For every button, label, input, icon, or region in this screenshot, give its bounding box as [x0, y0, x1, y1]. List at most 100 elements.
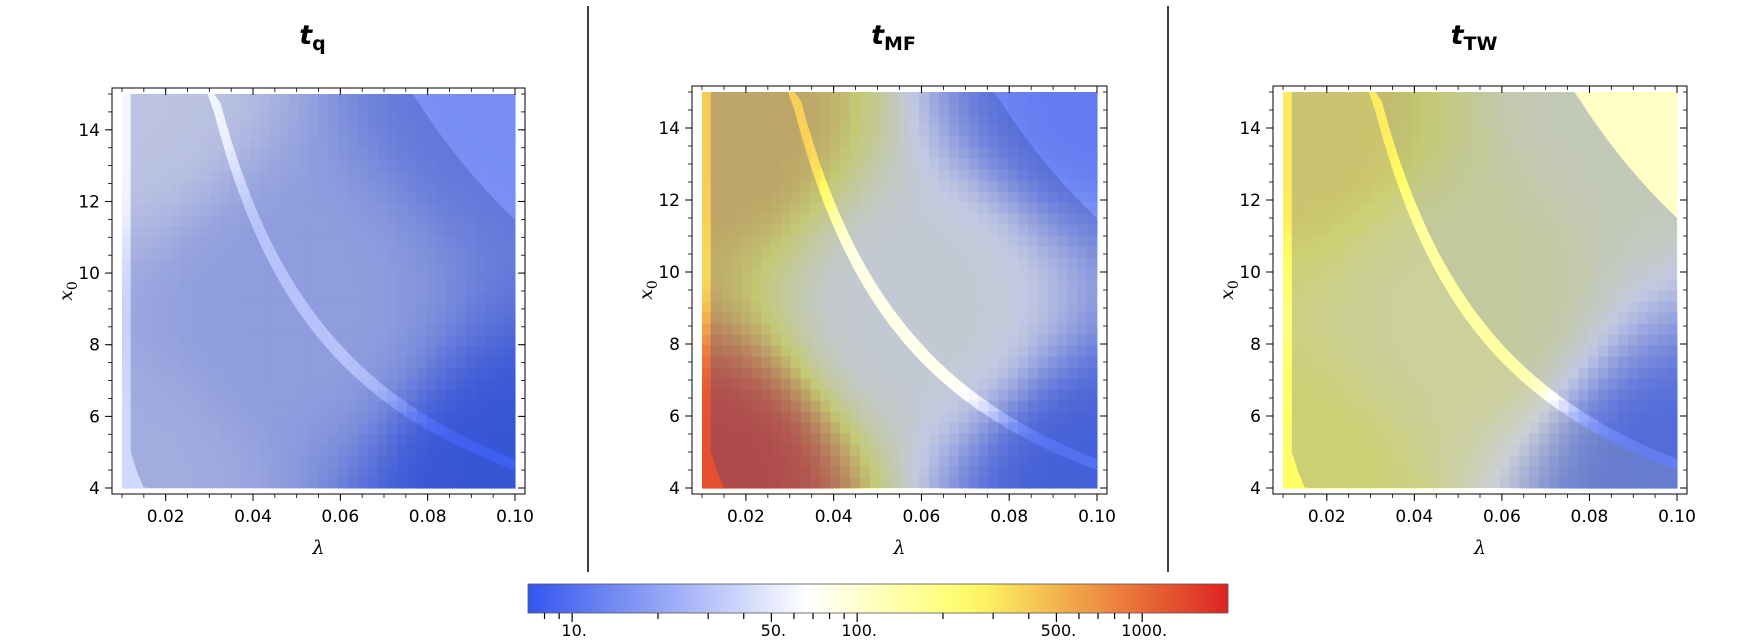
heatmap-cell	[1018, 477, 1029, 489]
heatmap-cell	[210, 280, 221, 292]
heatmap-cell	[1548, 400, 1560, 412]
heatmap-cell	[790, 301, 802, 313]
heatmap-cell	[1519, 334, 1530, 346]
heatmap-cell	[1302, 345, 1314, 357]
heatmap-cell	[1411, 103, 1422, 115]
heatmap-cell	[1008, 455, 1019, 467]
heatmap-cell	[220, 126, 231, 139]
heatmap-cell	[751, 411, 762, 423]
heatmap-cell	[988, 477, 999, 489]
heatmap-cell	[1292, 433, 1304, 445]
heatmap-cell	[1430, 268, 1442, 280]
heatmap-cell	[367, 258, 379, 270]
heatmap-cell	[781, 312, 792, 324]
heatmap-cell	[436, 433, 447, 445]
heatmap-cell	[328, 181, 339, 194]
heatmap-cell	[485, 422, 496, 434]
heatmap-cell	[367, 477, 379, 489]
heatmap-cell	[387, 225, 398, 237]
heatmap-cell	[1568, 433, 1580, 445]
heatmap-cell	[939, 169, 950, 181]
heatmap-cell	[1283, 444, 1294, 456]
heatmap-cell	[711, 323, 723, 335]
heatmap-cell	[347, 389, 359, 402]
heatmap-cell	[357, 466, 369, 478]
heatmap-cell	[1627, 114, 1639, 126]
heatmap-cell	[220, 334, 231, 347]
heatmap-cell	[367, 115, 379, 128]
heatmap-cell	[948, 477, 960, 489]
heatmap-cell	[1292, 323, 1304, 335]
heatmap-cell	[810, 378, 822, 390]
heatmap-cell	[1608, 356, 1619, 368]
heatmap-cell	[416, 367, 428, 380]
heatmap-cell	[1617, 147, 1629, 159]
heatmap-cell	[1430, 191, 1442, 203]
heatmap-cell	[1361, 411, 1373, 423]
heatmap-cell	[909, 125, 920, 137]
heatmap-cell	[1391, 290, 1402, 302]
heatmap-cell	[269, 126, 280, 139]
heatmap-cell	[1647, 103, 1658, 115]
heatmap-cell	[1077, 103, 1088, 115]
heatmap-cell	[1008, 224, 1019, 236]
heatmap-cell	[1578, 356, 1589, 368]
heatmap-cell	[220, 444, 231, 456]
heatmap-cell	[1539, 433, 1550, 445]
heatmap-cell	[1519, 367, 1530, 379]
heatmap-cell	[436, 291, 447, 303]
heatmap-cell	[771, 444, 782, 456]
heatmap-cell	[122, 389, 133, 402]
heatmap-cell	[436, 400, 447, 412]
heatmap-cell	[308, 258, 320, 270]
heatmap-cell	[850, 334, 861, 346]
heatmap-cell	[1381, 323, 1392, 335]
heatmap-cell	[800, 257, 812, 269]
heatmap-cell	[1420, 125, 1432, 137]
heatmap-cell	[781, 466, 792, 478]
heatmap-cell	[1322, 444, 1333, 456]
heatmap-cell	[1322, 213, 1333, 225]
heatmap-cell	[328, 389, 339, 402]
heatmap-cell	[259, 159, 270, 172]
heatmap-cell	[141, 181, 153, 194]
heatmap-cell	[1381, 125, 1392, 137]
heatmap-cell	[1312, 235, 1323, 247]
heatmap-cell	[731, 180, 743, 192]
heatmap-cell	[259, 181, 270, 194]
heatmap-cell	[485, 203, 496, 215]
heatmap-cell	[465, 258, 477, 270]
heatmap-cell	[279, 115, 290, 128]
heatmap-cell	[879, 389, 891, 401]
heatmap-cell	[1470, 356, 1481, 368]
heatmap-cell	[761, 158, 772, 170]
heatmap-cell	[465, 477, 477, 489]
heatmap-cell	[1440, 477, 1452, 489]
heatmap-cell	[1371, 301, 1383, 313]
heatmap-cell	[436, 225, 447, 237]
heatmap-cell	[1450, 235, 1461, 247]
heatmap-cell	[308, 356, 320, 369]
heatmap-cell	[1578, 279, 1589, 291]
heatmap-cell	[220, 170, 231, 183]
heatmap-cell	[377, 159, 388, 172]
heatmap-cell	[1529, 400, 1540, 412]
heatmap-cell	[151, 378, 162, 391]
heatmap-cell	[1302, 433, 1314, 445]
heatmap-cell	[1637, 279, 1649, 291]
heatmap-cell	[446, 159, 457, 172]
heatmap-cell	[751, 334, 762, 346]
heatmap-cell	[1598, 455, 1609, 467]
heatmap-cell	[1371, 433, 1383, 445]
heatmap-cell	[1647, 268, 1658, 280]
heatmap-cell	[889, 455, 901, 467]
heatmap-cell	[279, 433, 290, 445]
heatmap-cell	[475, 148, 487, 161]
heatmap-cell	[1598, 400, 1609, 412]
heatmap-cell	[988, 400, 999, 412]
heatmap-cell	[1588, 466, 1599, 478]
heatmap-cell	[239, 203, 251, 215]
heatmap-cell	[860, 169, 871, 181]
heatmap-cell	[1411, 422, 1422, 434]
